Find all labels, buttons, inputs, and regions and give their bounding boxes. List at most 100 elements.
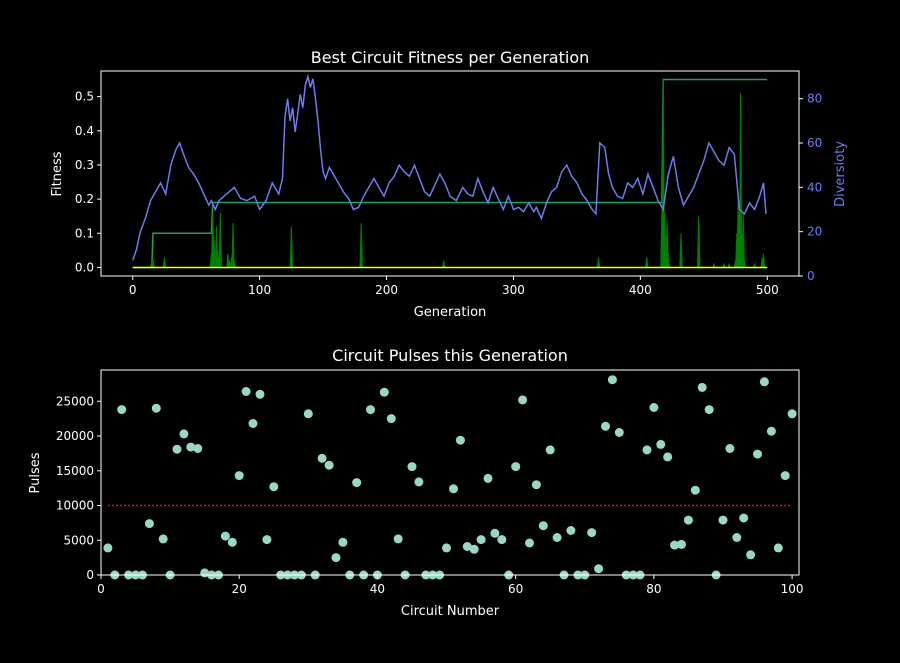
x-tick-label: 100	[781, 582, 804, 596]
fitness-spike	[761, 253, 766, 268]
pulses-x-label: Circuit Number	[401, 604, 500, 619]
pulse-point	[186, 442, 196, 452]
pulse-point	[725, 444, 735, 453]
pulse-point	[704, 405, 714, 415]
diversity-y-ticks: 0 20 40 60 80	[799, 92, 822, 283]
y2-tick-label: 0	[807, 269, 815, 283]
x-tick-label: 100	[248, 283, 271, 297]
pulse-point	[566, 526, 576, 535]
pulse-point	[601, 421, 610, 431]
pulse-point	[677, 539, 686, 549]
pulse-point	[787, 409, 797, 419]
pulse-point	[407, 462, 417, 472]
pulse-point	[780, 471, 790, 481]
y2-tick-label: 80	[807, 92, 822, 106]
pulse-point	[386, 414, 396, 424]
y-tick-label: 0	[86, 568, 94, 582]
y2-tick-label: 20	[807, 225, 822, 239]
pulse-point	[490, 528, 500, 538]
fitness-x-label: Generation	[414, 305, 487, 320]
pulse-point	[262, 535, 272, 545]
pulse-point	[449, 484, 458, 494]
y-tick-label: 0.1	[75, 226, 94, 240]
pulse-point	[241, 387, 251, 396]
pulse-point	[379, 387, 389, 397]
diversity-line	[131, 73, 767, 261]
x-tick-label: 80	[646, 582, 661, 596]
pulse-point	[193, 444, 203, 453]
pulse-point	[766, 426, 776, 436]
x-tick-label: 300	[502, 283, 525, 297]
pulse-point	[614, 428, 624, 437]
pulse-point	[759, 377, 769, 387]
pulse-point	[366, 405, 375, 415]
y-tick-label: 0.5	[75, 90, 94, 104]
y-tick-label: 15000	[56, 464, 94, 478]
pulse-point	[414, 477, 424, 487]
fitness-chart-title: Best Circuit Fitness per Generation	[311, 48, 590, 67]
pulse-point	[587, 528, 597, 538]
fitness-spike	[644, 257, 649, 268]
pulse-point	[773, 543, 783, 553]
pulse-point	[442, 543, 451, 553]
pulse-point	[234, 471, 244, 481]
pulse-point	[303, 409, 313, 419]
y-tick-label: 0.3	[75, 158, 94, 172]
y-tick-label: 10000	[56, 499, 94, 513]
pulses-chart: Circuit Pulses this Generation 0 20 40 60 80…	[28, 346, 804, 619]
pulses-plot-frame	[100, 369, 800, 576]
pulse-point	[594, 564, 604, 574]
y2-tick-label: 60	[807, 136, 822, 150]
pulse-point	[552, 533, 562, 542]
pulse-point	[220, 531, 230, 541]
pulse-point	[607, 375, 617, 385]
pulse-point	[690, 485, 700, 495]
pulse-point	[525, 538, 534, 548]
fitness-y-ticks: 0.0 0.1 0.2 0.3 0.4 0.5	[75, 90, 101, 274]
pulse-point	[670, 540, 680, 550]
pulse-point	[642, 445, 652, 455]
fitness-spike	[741, 212, 745, 268]
y-tick-label: 0.2	[75, 192, 94, 206]
pulse-point	[462, 542, 472, 551]
x-tick-label: 200	[375, 283, 398, 297]
pulses-x-ticks: 0 20 40 60 80 100	[97, 575, 804, 596]
pulse-point	[483, 473, 493, 483]
fitness-spike	[679, 233, 683, 268]
pulse-point	[538, 521, 548, 531]
fitness-chart: Best Circuit Fitness per Generation 0 100…	[50, 48, 848, 320]
pulse-point	[317, 453, 327, 463]
pulse-point	[331, 553, 341, 563]
pulse-point	[227, 537, 237, 547]
x-tick-label: 40	[370, 582, 385, 596]
pulse-point	[172, 444, 182, 454]
pulse-point	[649, 403, 659, 412]
pulse-point	[739, 513, 749, 523]
pulse-point	[518, 395, 528, 405]
pulse-point	[656, 439, 666, 449]
pulses-y-label: Pulses	[28, 452, 43, 493]
pulse-point	[497, 535, 507, 545]
pulse-point	[151, 403, 161, 413]
pulse-point	[103, 543, 113, 553]
pulse-point	[255, 389, 265, 399]
fitness-spike	[696, 216, 701, 268]
y-tick-label: 0.0	[75, 260, 94, 274]
y-tick-label: 5000	[63, 533, 94, 547]
pulse-point	[117, 405, 127, 415]
pulse-point	[718, 515, 728, 525]
pulses-chart-title: Circuit Pulses this Generation	[332, 346, 568, 365]
pulse-point	[476, 535, 486, 545]
y-tick-label: 20000	[56, 429, 94, 443]
pulse-point	[753, 449, 762, 459]
pulse-point	[248, 419, 258, 428]
pulse-point	[393, 534, 403, 544]
fitness-plot-frame	[100, 70, 800, 277]
diversity-y-label: Diversioty	[833, 141, 848, 207]
fitness-y-label: Fitness	[50, 151, 65, 196]
y-tick-label: 0.4	[75, 124, 94, 138]
pulse-point	[144, 519, 154, 529]
y2-tick-label: 40	[807, 180, 822, 194]
pulse-point	[732, 533, 742, 542]
